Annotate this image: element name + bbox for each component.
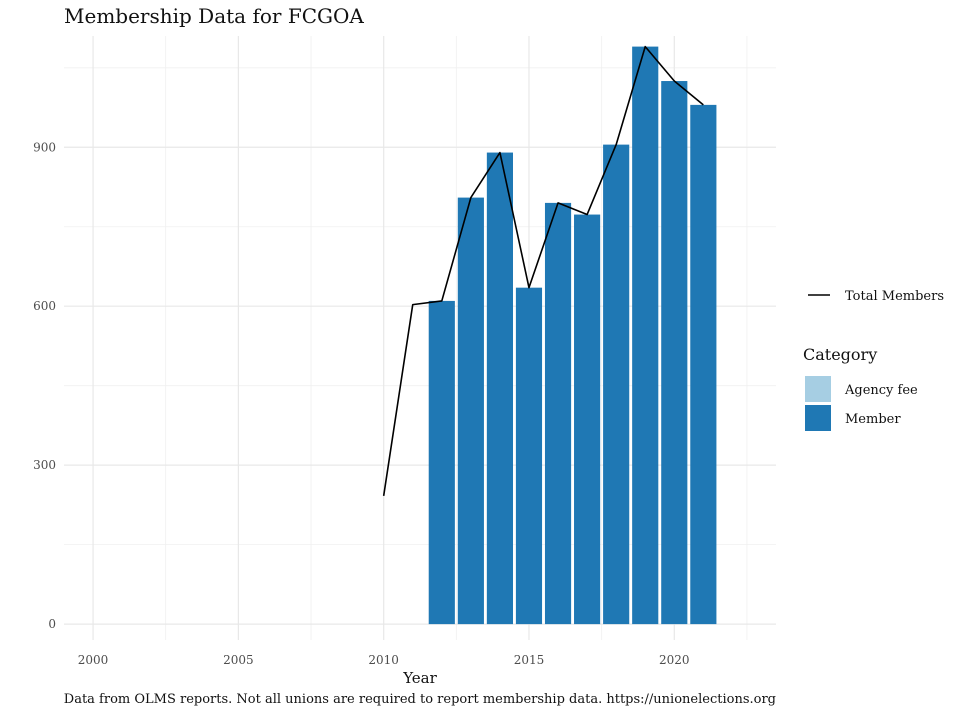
y-tick-label-0: 0 — [48, 617, 56, 631]
legend-agency-fee-label: Agency fee — [844, 383, 918, 398]
x-tick-label-2020: 2020 — [659, 653, 690, 667]
x-axis-ticks: 2000 2005 2010 2015 2020 — [78, 653, 690, 667]
bar-2016 — [544, 202, 572, 625]
chart-title: Membership Data for FCGOA — [64, 4, 364, 28]
bar-2015 — [515, 287, 543, 625]
y-tick-label-600: 600 — [33, 299, 56, 313]
x-axis-title: Year — [402, 669, 437, 687]
legend: Total Members Category Agency fee Member — [803, 289, 944, 431]
bar-2013 — [457, 197, 484, 625]
bars-layer — [428, 46, 717, 625]
legend-total-members: Total Members — [845, 289, 944, 304]
total-members-line — [382, 45, 704, 497]
bar-2017 — [574, 214, 601, 625]
y-tick-label-900: 900 — [33, 140, 56, 154]
x-tick-label-2000: 2000 — [78, 653, 109, 667]
bar-2019 — [632, 46, 659, 625]
bar-2014 — [486, 152, 513, 625]
x-tick-label-2015: 2015 — [514, 653, 545, 667]
bar-2018 — [603, 144, 630, 625]
legend-agency-fee-key — [805, 376, 831, 402]
legend-member-key — [805, 405, 831, 431]
chart-caption: Data from OLMS reports. Not all unions a… — [63, 692, 776, 707]
x-tick-label-2010: 2010 — [368, 653, 399, 667]
bar-2020 — [661, 81, 688, 625]
y-tick-label-300: 300 — [33, 458, 56, 472]
legend-category-title: Category — [803, 345, 877, 364]
x-tick-label-2005: 2005 — [223, 653, 254, 667]
bar-2012 — [428, 300, 455, 625]
y-axis-ticks: 0 300 600 900 — [33, 140, 56, 631]
legend-member-label: Member — [845, 412, 901, 427]
bar-2021 — [690, 104, 717, 625]
line-layer — [382, 45, 704, 497]
